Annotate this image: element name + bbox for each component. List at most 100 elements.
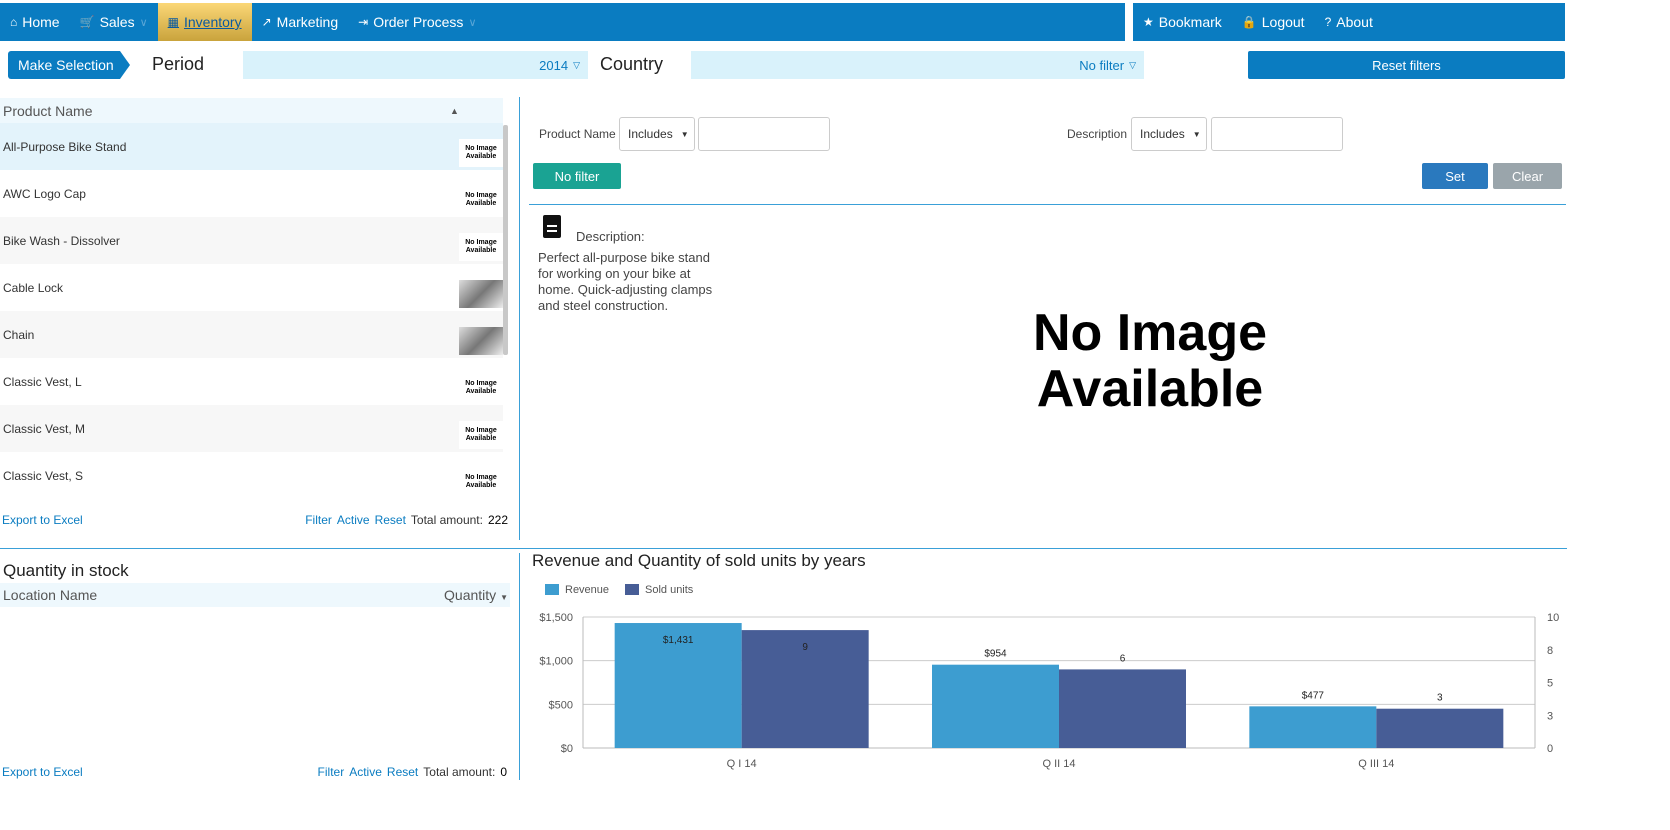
bar-sold-units [1059,669,1186,748]
product-row[interactable]: Classic Vest, L No Image Available [0,358,503,405]
product-name-column-header[interactable]: Product Name ▲ [0,98,503,123]
nav-sales[interactable]: 🛒 Sales ∨ [70,3,158,41]
star-icon: ★ [1143,15,1154,29]
x-tick-label: Q III 14 [1358,758,1394,770]
nav-label: Home [22,14,60,30]
product-name: AWC Logo Cap [3,186,86,201]
period-select[interactable]: 2014 ▽ [243,51,588,79]
caret-down-icon: ▼ [680,129,689,139]
scrollbar[interactable] [503,125,508,355]
nav-about[interactable]: ? About [1315,3,1383,41]
description-input[interactable] [1211,117,1343,151]
product-name: Chain [3,327,35,342]
x-tick-label: Q I 14 [727,758,757,770]
filter-link[interactable]: Filter [317,765,345,779]
bar-revenue [932,664,1059,748]
product-row[interactable]: Cable Lock [0,264,503,311]
nav-label: About [1336,14,1373,30]
document-icon [543,215,561,238]
lock-icon: 🔒 [1241,15,1257,29]
stock-title: Quantity in stock [3,561,129,580]
trend-icon: ↗ [261,15,272,29]
nav-bookmark[interactable]: ★ Bookmark [1133,3,1232,41]
y2-tick-label: 0 [1547,743,1553,755]
nav-logout[interactable]: 🔒 Logout [1232,3,1315,41]
nav-label: Sales [99,14,135,30]
nav-label: Logout [1261,14,1305,30]
total-label: Total amount: [423,765,496,779]
nav-label: Bookmark [1158,14,1222,30]
product-thumbnail: No Image Available [459,374,503,402]
right-nav: ★ Bookmark 🔒 Logout? About [1133,3,1565,41]
caret-down-icon: ▼ [500,593,508,602]
active-link[interactable]: Active [336,513,370,527]
operator-value: Includes [1140,127,1185,141]
make-selection-button[interactable]: Make Selection [8,51,130,79]
chevron-down-icon: ∨ [139,16,148,29]
data-label: 3 [1437,693,1443,704]
period-label: Period [152,54,205,74]
legend-label: Sold units [645,584,694,596]
reset-link[interactable]: Reset [374,513,406,527]
product-thumbnail: No Image Available [459,468,503,496]
location-column-header[interactable]: Location Name [3,587,98,603]
operator-value: Includes [628,127,673,141]
data-label: $1,431 [663,635,694,646]
home-icon: ⌂ [10,15,18,29]
stock-footer: Filter Active Reset Total amount: 0 [318,765,507,779]
revenue-chart: Revenue Sold units $0 $500 $1,000 $1,500 0 3 5 8 1… [539,584,1559,770]
product-name-operator-select[interactable]: Includes ▼ [619,117,695,151]
data-label: 6 [1120,653,1126,664]
help-icon: ? [1324,15,1332,29]
y2-tick-label: 10 [1547,612,1559,624]
cart-icon: 🛒 [79,15,95,29]
stock-export-excel-link[interactable]: Export to Excel [2,765,83,779]
chevron-down-icon: ▽ [573,59,580,70]
nav-inventory[interactable]: ▦ Inventory [157,3,252,41]
divider [529,204,1566,205]
product-name-input[interactable] [698,117,830,151]
list-footer: Filter Active Reset Total amount: 222 [305,513,508,527]
nav-order-process[interactable]: ⇥ Order Process ∨ [348,3,486,41]
product-row[interactable]: Chain [0,311,503,358]
nav-home[interactable]: ⌂ Home [0,3,70,41]
total-value: 0 [500,765,507,779]
filter-link[interactable]: Filter [305,513,332,527]
main-nav: ⌂ Home 🛒 Sales ∨ ▦ Inventory ↗ Marketing ⇥ Order P… [0,3,1125,41]
enter-icon: ⇥ [358,15,369,29]
product-name: All-Purpose Bike Stand [3,139,127,154]
product-name: Bike Wash - Dissolver [3,233,120,248]
description-text: Perfect all-purpose bike stand for worki… [538,250,713,313]
quantity-column-header[interactable]: Quantity ▼ [444,587,508,603]
product-row[interactable]: All-Purpose Bike Stand No Image Available [0,123,503,170]
nav-marketing[interactable]: ↗ Marketing [252,3,349,41]
product-row[interactable]: AWC Logo Cap No Image Available [0,170,503,217]
total-label: Total amount: [410,513,483,527]
country-select[interactable]: No filter ▽ [691,51,1144,79]
bar-sold-units [1376,708,1504,748]
chevron-down-icon: ∨ [468,16,477,29]
product-row[interactable]: Bike Wash - Dissolver No Image Available [0,217,503,264]
product-name-filter-label: Product Name [539,127,616,141]
stock-table-header: Location Name Quantity ▼ [0,583,510,607]
no-filter-button[interactable]: No filter [533,163,621,189]
clear-button[interactable]: Clear [1493,163,1562,189]
product-row[interactable]: Classic Vest, M No Image Available [0,405,503,452]
nav-label: Inventory [184,14,242,30]
export-excel-link[interactable]: Export to Excel [2,513,83,527]
total-value: 222 [487,513,508,527]
divider [519,97,520,540]
description-title: Description: [576,229,645,244]
description-operator-select[interactable]: Includes ▼ [1131,117,1207,151]
divider [519,553,520,780]
bar-sold-units [741,630,869,748]
active-link[interactable]: Active [349,765,382,779]
set-button[interactable]: Set [1422,163,1488,189]
country-value: No filter [1079,57,1125,73]
reset-link[interactable]: Reset [386,765,419,779]
product-name: Classic Vest, L [3,374,82,389]
product-row[interactable]: Classic Vest, S No Image Available [0,452,503,499]
product-name: Classic Vest, S [3,468,84,483]
product-image: No Image Available [1032,304,1268,418]
reset-filters-button[interactable]: Reset filters [1248,51,1565,79]
